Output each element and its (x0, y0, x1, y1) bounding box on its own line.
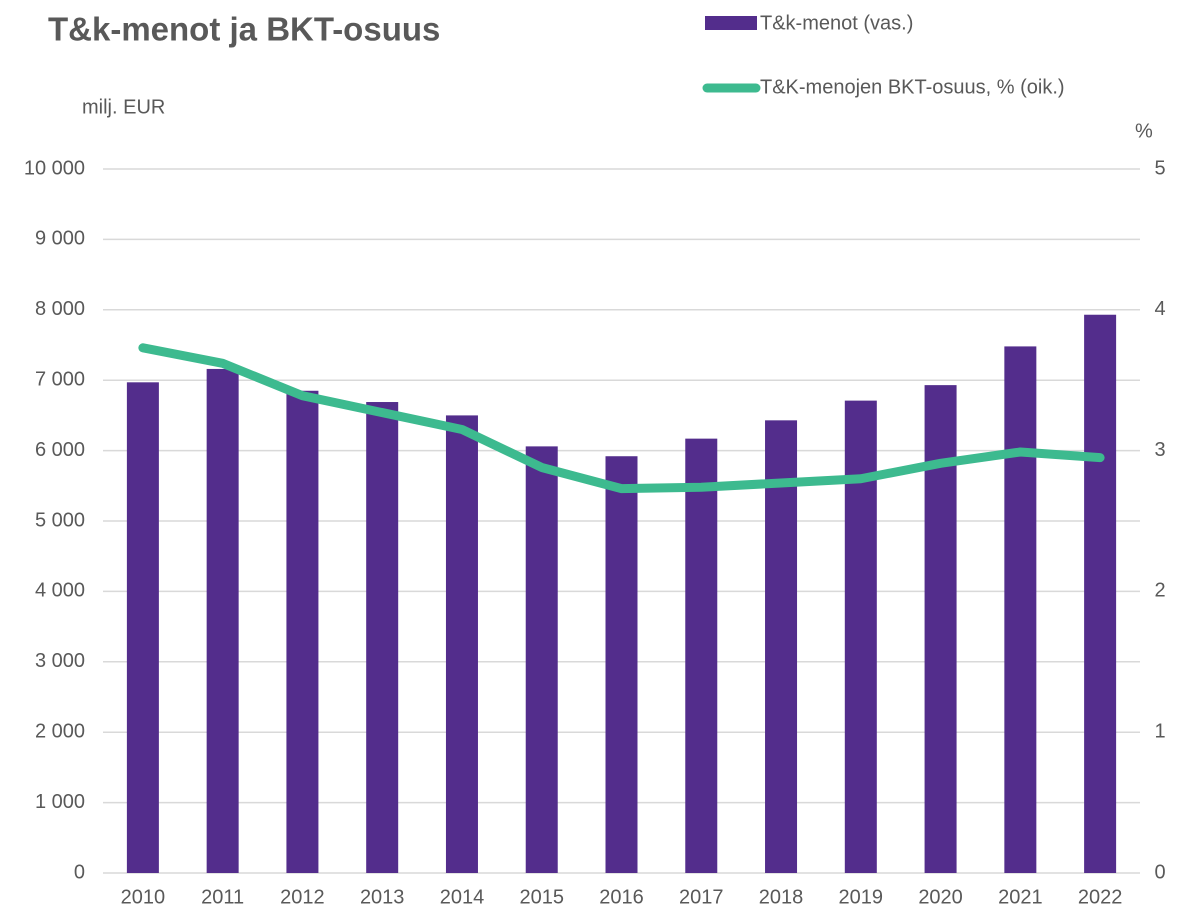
x-tick-label: 2015 (519, 886, 564, 908)
x-tick-label: 2022 (1078, 886, 1123, 908)
y-tick-label: 7 000 (35, 368, 85, 390)
bar (685, 438, 718, 873)
legend-swatch (705, 16, 757, 30)
x-tick-label: 2019 (839, 886, 884, 908)
y-tick-label: 10 000 (24, 157, 85, 179)
y2-tick-label: 4 (1154, 298, 1165, 320)
y2-tick-label: 2 (1154, 580, 1165, 602)
bar (445, 415, 478, 873)
legend-label: T&K-menojen BKT-osuus, % (oik.) (760, 76, 1065, 98)
bar (206, 368, 239, 873)
x-tick-label: 2020 (918, 886, 963, 908)
bar (605, 456, 638, 873)
y-tick-label: 1 000 (35, 791, 85, 813)
x-tick-label: 2010 (121, 886, 166, 908)
y2-tick-label: 3 (1154, 439, 1165, 461)
bar (1084, 314, 1117, 873)
x-tick-label: 2018 (759, 886, 804, 908)
bar (366, 402, 399, 873)
y-tick-label: 3 000 (35, 650, 85, 672)
bar (765, 420, 798, 873)
bar (1004, 346, 1037, 874)
x-tick-label: 2011 (201, 886, 244, 908)
legend-label: T&k-menot (vas.) (760, 12, 913, 34)
y-tick-label: 8 000 (35, 298, 85, 320)
y2-tick-label: 0 (1154, 861, 1165, 883)
bar (126, 382, 159, 873)
x-tick-label: 2014 (440, 886, 485, 908)
y-tick-label: 0 (74, 861, 85, 883)
y-tick-label: 9 000 (35, 228, 85, 250)
y-tick-label: 6 000 (35, 439, 85, 461)
y-tick-label: 2 000 (35, 720, 85, 742)
x-tick-label: 2021 (998, 886, 1043, 908)
x-tick-label: 2016 (599, 886, 644, 908)
bar (525, 446, 558, 873)
y2-tick-label: 5 (1154, 157, 1165, 179)
chart-title: T&k-menot ja BKT-osuus (48, 11, 440, 48)
bar (844, 400, 877, 873)
x-tick-label: 2013 (360, 886, 405, 908)
x-tick-label: 2012 (280, 886, 325, 908)
line (138, 343, 1105, 494)
x-tick-label: 2017 (679, 886, 724, 908)
bar (286, 390, 319, 873)
y2-axis-label: % (1135, 120, 1153, 142)
y-tick-label: 4 000 (35, 580, 85, 602)
y2-tick-label: 1 (1154, 720, 1165, 742)
y-tick-label: 5 000 (35, 509, 85, 531)
y-axis-label: milj. EUR (82, 96, 165, 118)
